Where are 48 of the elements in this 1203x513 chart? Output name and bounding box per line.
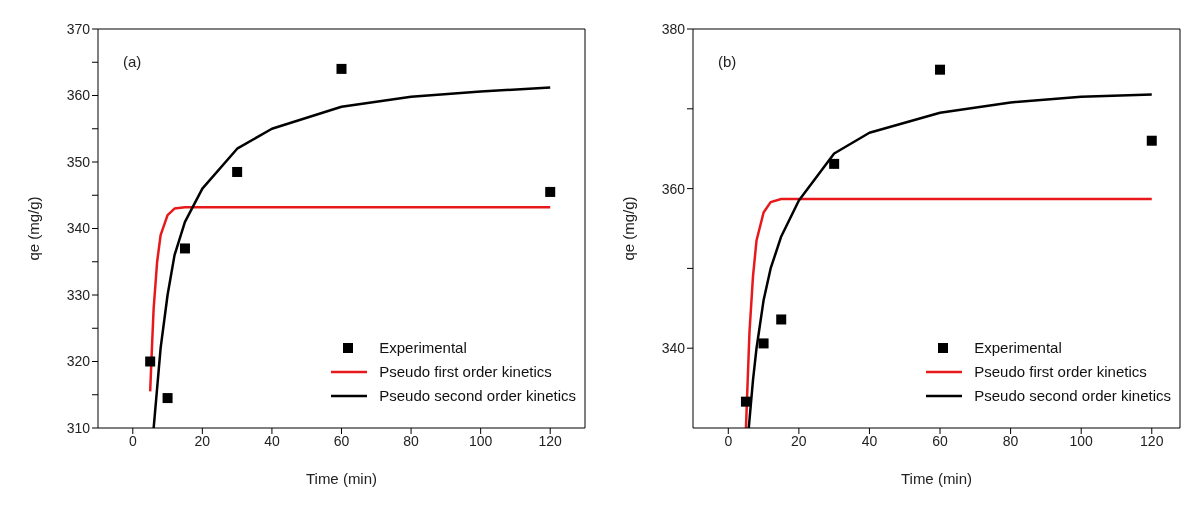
x-tick-label: 20	[194, 432, 211, 449]
x-tick-label: 120	[1140, 432, 1164, 449]
legend-label: Pseudo second order kinetics	[379, 386, 576, 406]
x-tick-label: 100	[468, 432, 493, 449]
legend-label: Pseudo second order kinetics	[974, 386, 1171, 406]
x-tick-label: 40	[264, 432, 280, 449]
y-axis-title: qe (mg/g)	[620, 196, 638, 261]
point	[740, 396, 751, 407]
x-axis-title: Time (min)	[305, 470, 378, 487]
point	[336, 63, 347, 74]
point	[758, 338, 769, 349]
y-tick-label: 360	[661, 180, 686, 197]
y-tick-label: 310	[66, 419, 91, 436]
y-tick-label: 340	[661, 340, 686, 357]
y-tick-label: 350	[66, 153, 91, 170]
x-tick-label: 60	[333, 432, 350, 449]
x-tick-label: 20	[791, 432, 807, 449]
x-tick-label: 0	[128, 432, 137, 449]
legend-label: Pseudo first order kinetics	[379, 362, 552, 382]
point	[162, 393, 173, 404]
y-axis-title: qe (mg/g)	[25, 196, 43, 261]
y-tick-label: 330	[66, 286, 91, 303]
point	[145, 356, 156, 367]
point	[829, 158, 840, 169]
point	[232, 166, 243, 177]
y-tick-label: 320	[66, 353, 91, 370]
y-tick-label: 340	[66, 220, 91, 237]
x-tick-label: 0	[724, 432, 733, 449]
point	[179, 243, 190, 254]
x-axis-title: Time (min)	[900, 470, 973, 487]
y-tick-label: 380	[661, 20, 686, 37]
annotation: (b)	[718, 53, 737, 70]
y-tick-label: 370	[66, 20, 91, 37]
x-tick-label: 80	[403, 432, 420, 449]
legend-label: Pseudo first order kinetics	[974, 362, 1147, 382]
x-tick-label: 120	[538, 432, 563, 449]
y-tick-label: 360	[66, 87, 91, 104]
legend-label: Experimental	[974, 338, 1062, 358]
legend-label: Experimental	[379, 338, 467, 358]
point	[935, 64, 946, 75]
annotation: (a)	[123, 53, 142, 70]
x-tick-label: 60	[932, 432, 949, 449]
point	[1146, 135, 1157, 146]
point	[545, 186, 556, 197]
x-tick-label: 100	[1069, 432, 1094, 449]
point	[776, 314, 787, 325]
x-tick-label: 80	[1002, 432, 1019, 449]
x-tick-label: 40	[861, 432, 878, 449]
